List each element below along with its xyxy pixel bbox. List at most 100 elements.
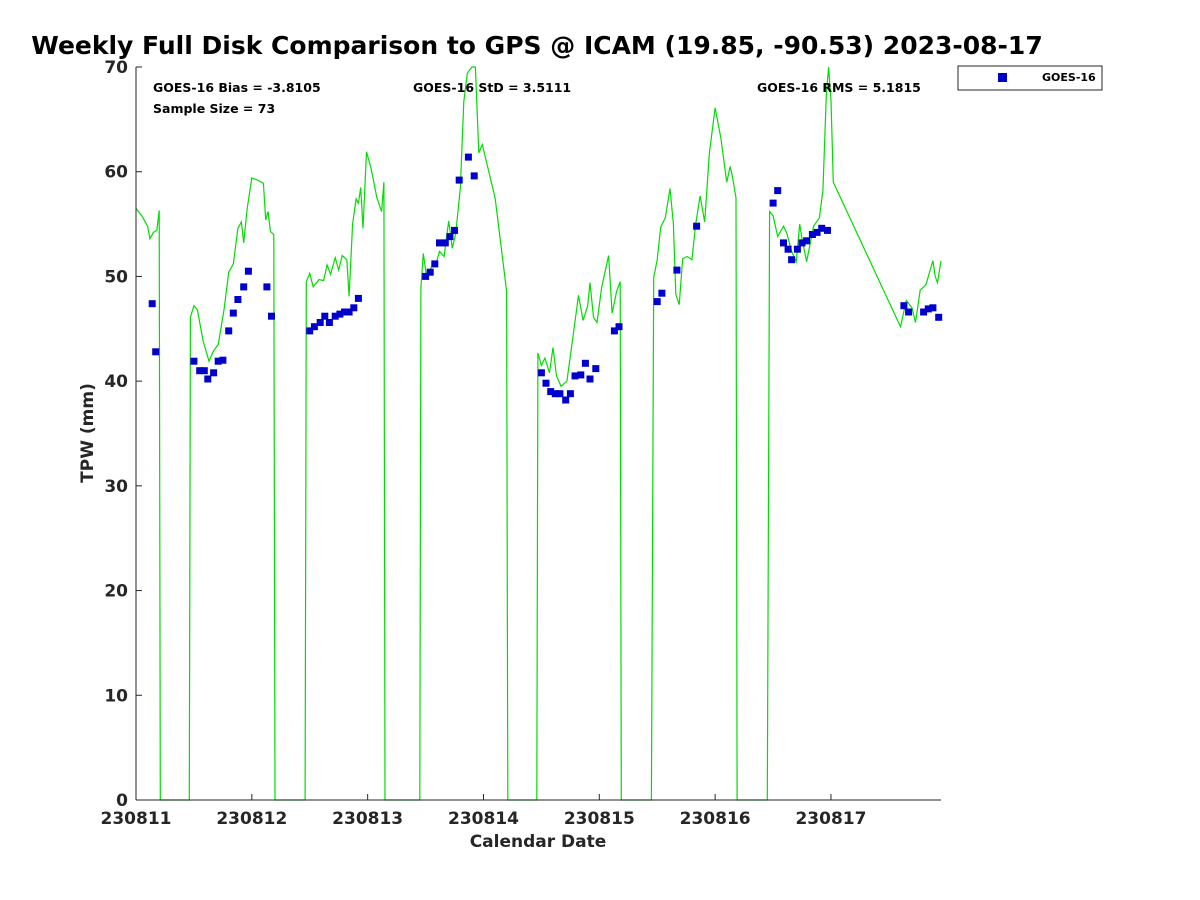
goes16-point: [214, 357, 222, 365]
goes16-point: [451, 226, 458, 234]
goes16-point: [446, 233, 454, 241]
sample-size-stat: Sample Size = 73: [153, 101, 275, 116]
goes16-point: [566, 390, 574, 398]
goes16-point: [196, 367, 204, 375]
y-tick-label: 70: [104, 58, 128, 78]
goes16-point: [615, 323, 623, 331]
goes16-point: [693, 222, 701, 230]
x-ticks: 230811 230812 230813 230814 230815 230816 2308…: [101, 794, 866, 829]
goes16-point: [798, 239, 806, 247]
legend-box: [957, 65, 1103, 91]
goes16-point: [813, 228, 821, 236]
goes16-point: [592, 365, 600, 373]
rms-stat: GOES-16 RMS = 5.1815: [757, 80, 921, 95]
goes16-point: [929, 304, 937, 312]
goes16-point: [551, 390, 559, 398]
y-tick-label: 10: [104, 686, 128, 706]
goes16-point: [341, 308, 348, 316]
goes16-point: [455, 176, 463, 184]
x-tick-label: 230811: [101, 809, 172, 829]
goes16-point: [321, 312, 329, 320]
goes16-point: [562, 396, 570, 404]
goes16-point: [924, 305, 932, 313]
axes: 0 10 20 30 40 50 60 70 230811 230812 230813 230814…: [101, 58, 941, 829]
gps-tpw-line: [135, 66, 942, 801]
line-layer: [135, 66, 942, 801]
legend-marker: [998, 73, 1007, 82]
goes16-point: [788, 256, 796, 264]
y-tick-label: 30: [104, 477, 128, 497]
goes16-point: [571, 372, 579, 380]
goes16-point: [774, 187, 782, 195]
goes16-point: [441, 239, 449, 247]
y-tick-label: 0: [116, 791, 128, 811]
goes16-point: [784, 245, 792, 253]
goes16-point: [219, 356, 227, 364]
goes16-point: [316, 319, 324, 326]
goes16-point: [431, 260, 439, 268]
goes16-point: [345, 308, 353, 316]
y-tick-label: 20: [104, 582, 128, 602]
goes16-point: [824, 226, 831, 234]
goes16-point: [331, 312, 339, 320]
goes16-point: [586, 375, 594, 383]
x-tick-label: 230812: [216, 809, 287, 829]
goes16-point: [422, 272, 430, 280]
goes16-point: [808, 231, 816, 238]
y-tick-label: 40: [104, 372, 128, 392]
bias-stat: GOES-16 Bias = -3.8105: [153, 80, 321, 95]
x-tick-label: 230813: [332, 809, 403, 829]
plot-area: [135, 66, 943, 801]
goes16-point: [537, 369, 545, 377]
legend-label-goes16: GOES-16: [1042, 71, 1096, 84]
goes16-point: [470, 172, 478, 180]
std-stat: GOES-16 StD = 3.5111: [413, 80, 571, 95]
y-axis-label: TPW (mm): [78, 383, 98, 483]
goes16-point: [769, 199, 777, 207]
goes16-point: [780, 239, 787, 247]
goes16-point: [436, 239, 443, 247]
goes16-point: [673, 266, 681, 274]
goes16-point: [306, 327, 314, 335]
goes16-point: [577, 371, 585, 379]
goes16-point: [190, 357, 198, 365]
goes16-point: [354, 294, 362, 302]
goes16-point: [244, 267, 252, 275]
goes16-point: [920, 308, 928, 316]
goes16-point: [204, 375, 212, 383]
goes16-point: [556, 390, 564, 398]
point-layer: [148, 153, 943, 404]
goes16-point: [325, 319, 333, 326]
goes16-point: [336, 310, 344, 318]
x-axis-label: Calendar Date: [470, 832, 607, 852]
goes16-point: [464, 153, 472, 161]
goes16-point: [225, 327, 233, 335]
x-tick-label: 230817: [795, 809, 866, 829]
y-tick-label: 50: [104, 267, 128, 287]
y-tick-label: 60: [104, 163, 128, 183]
legend: GOES-16: [957, 65, 1103, 91]
goes16-point: [210, 369, 218, 377]
goes16-point: [240, 283, 248, 291]
x-tick-label: 230815: [564, 809, 635, 829]
goes16-point: [152, 348, 160, 356]
goes16-point: [148, 300, 156, 308]
goes16-point: [581, 359, 589, 367]
x-tick-label: 230816: [680, 809, 751, 829]
goes16-point: [547, 388, 555, 396]
goes16-point: [653, 298, 661, 306]
goes16-point: [542, 379, 550, 387]
stats-block: GOES-16 Bias = -3.8105 Sample Size = 73 …: [153, 80, 921, 116]
goes16-point: [268, 312, 275, 320]
goes16-point: [263, 283, 271, 291]
goes16-point: [350, 304, 358, 312]
goes16-point: [610, 327, 618, 335]
goes16-point: [803, 237, 811, 245]
goes16-point: [905, 308, 913, 316]
goes16-point: [200, 367, 208, 375]
y-ticks: 0 10 20 30 40 50 60 70: [104, 58, 142, 811]
chart-title: Weekly Full Disk Comparison to GPS @ ICA…: [31, 31, 1042, 60]
goes16-point: [900, 302, 908, 310]
goes16-point: [658, 289, 666, 297]
